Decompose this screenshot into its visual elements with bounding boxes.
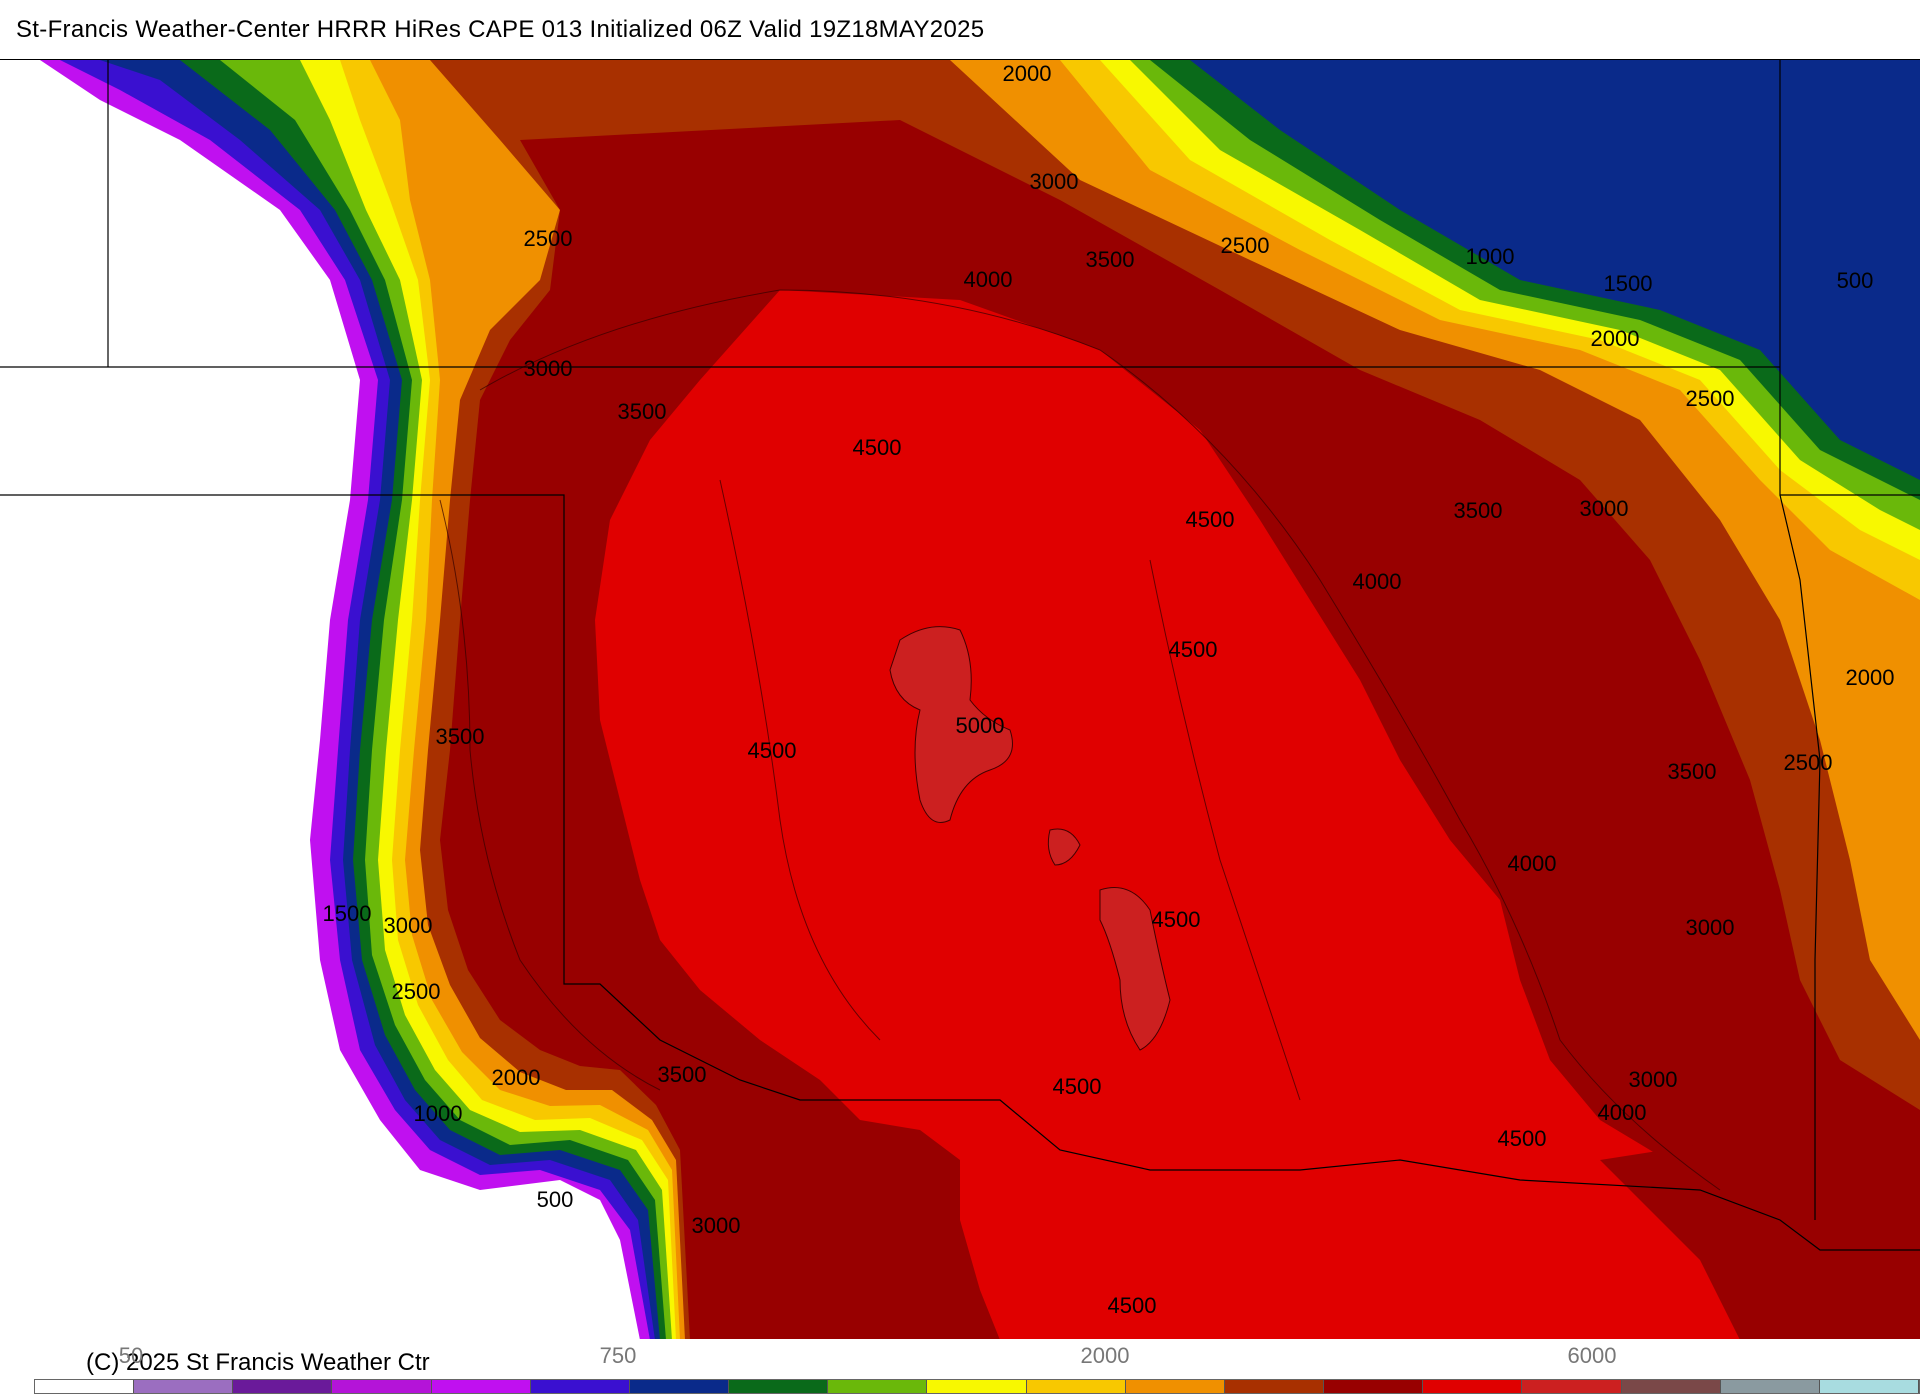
contour-label: 4000 bbox=[1508, 851, 1557, 876]
colorbar-swatch bbox=[1522, 1380, 1622, 1393]
contour-lines bbox=[439, 289, 1721, 1191]
colorbar-swatch bbox=[1423, 1380, 1523, 1393]
contour-label: 4500 bbox=[1152, 907, 1201, 932]
colorbar-tick: 50 bbox=[118, 1343, 144, 1368]
colorbar-swatch bbox=[1324, 1380, 1424, 1393]
colorbar-swatch bbox=[1720, 1380, 1820, 1393]
cape-map: 2000 3000 2500 3500 4000 2500 1000 1500 500 2000 3… bbox=[0, 59, 1920, 1340]
contour-label: 4000 bbox=[964, 267, 1013, 292]
contour-label: 4500 bbox=[748, 738, 797, 763]
colorbar-tick: 2000 bbox=[1080, 1343, 1130, 1368]
contour-label: 1500 bbox=[1604, 271, 1653, 296]
colorbar-swatch bbox=[828, 1380, 928, 1393]
colorbar-swatch bbox=[431, 1380, 531, 1393]
contour-label: 3000 bbox=[384, 913, 433, 938]
contour-label: 2500 bbox=[524, 226, 573, 251]
contour-label: 500 bbox=[537, 1187, 574, 1212]
contour-label: 2000 bbox=[492, 1065, 541, 1090]
colorbar-swatch bbox=[134, 1380, 234, 1393]
contour-label: 1000 bbox=[1466, 244, 1515, 269]
contour-label: 1000 bbox=[414, 1101, 463, 1126]
colorbar-swatch bbox=[35, 1380, 135, 1393]
colorbar bbox=[34, 1379, 1920, 1394]
colorbar-swatch bbox=[1819, 1380, 1919, 1393]
colorbar-swatch bbox=[1621, 1380, 1721, 1393]
cape-fill-layer bbox=[40, 60, 1920, 1340]
contour-label: 4500 bbox=[1169, 637, 1218, 662]
contour-label: 500 bbox=[1837, 268, 1874, 293]
contour-label: 3000 bbox=[1629, 1067, 1678, 1092]
contour-label: 4000 bbox=[1353, 569, 1402, 594]
contour-label-group: 2000 3000 2500 3500 4000 2500 1000 1500 500 2000 3… bbox=[323, 61, 1895, 1318]
contour-label: 4500 bbox=[1186, 507, 1235, 532]
contour-label: 3500 bbox=[1454, 498, 1503, 523]
colorbar-tick: 750 bbox=[599, 1343, 637, 1368]
colorbar-swatch bbox=[729, 1380, 829, 1393]
contour-label: 4500 bbox=[853, 435, 902, 460]
colorbar-swatch bbox=[1026, 1380, 1126, 1393]
contour-label: 3500 bbox=[618, 399, 667, 424]
contour-label: 3000 bbox=[1580, 496, 1629, 521]
map-title: St-Francis Weather-Center HRRR HiRes CAP… bbox=[16, 16, 985, 43]
colorbar-swatch bbox=[927, 1380, 1027, 1393]
colorbar-swatch bbox=[1125, 1380, 1225, 1393]
colorbar-swatch bbox=[530, 1380, 630, 1393]
contour-label: 2500 bbox=[1686, 386, 1735, 411]
contour-label: 2500 bbox=[1784, 750, 1833, 775]
contour-label: 3000 bbox=[692, 1213, 741, 1238]
contour-label: 2000 bbox=[1003, 61, 1052, 86]
boundary-lines bbox=[0, 60, 1920, 1251]
contour-label: 2000 bbox=[1846, 665, 1895, 690]
contour-label: 2500 bbox=[392, 979, 441, 1004]
contour-label: 1500 bbox=[323, 901, 372, 926]
contour-label: 4500 bbox=[1108, 1293, 1157, 1318]
colorbar-swatch bbox=[332, 1380, 432, 1393]
colorbar-swatch bbox=[233, 1380, 333, 1393]
contour-label: 5000 bbox=[956, 713, 1005, 738]
contour-label: 2500 bbox=[1221, 233, 1270, 258]
copyright-text: (C) 2025 St Francis Weather Ctr bbox=[86, 1349, 430, 1376]
colorbar-tick: 6000 bbox=[1567, 1343, 1617, 1368]
contour-label: 3500 bbox=[658, 1062, 707, 1087]
contour-label: 4000 bbox=[1598, 1100, 1647, 1125]
contour-label: 3000 bbox=[1686, 915, 1735, 940]
contour-label: 2000 bbox=[1591, 326, 1640, 351]
contour-label: 3000 bbox=[1030, 169, 1079, 194]
contour-label: 3000 bbox=[524, 356, 573, 381]
contour-label: 4500 bbox=[1498, 1126, 1547, 1151]
contour-label: 3500 bbox=[436, 724, 485, 749]
colorbar-swatch bbox=[1224, 1380, 1325, 1393]
colorbar-swatch bbox=[629, 1380, 730, 1393]
contour-label: 3500 bbox=[1086, 247, 1135, 272]
contour-label: 3500 bbox=[1668, 759, 1717, 784]
contour-label: 4500 bbox=[1053, 1074, 1102, 1099]
